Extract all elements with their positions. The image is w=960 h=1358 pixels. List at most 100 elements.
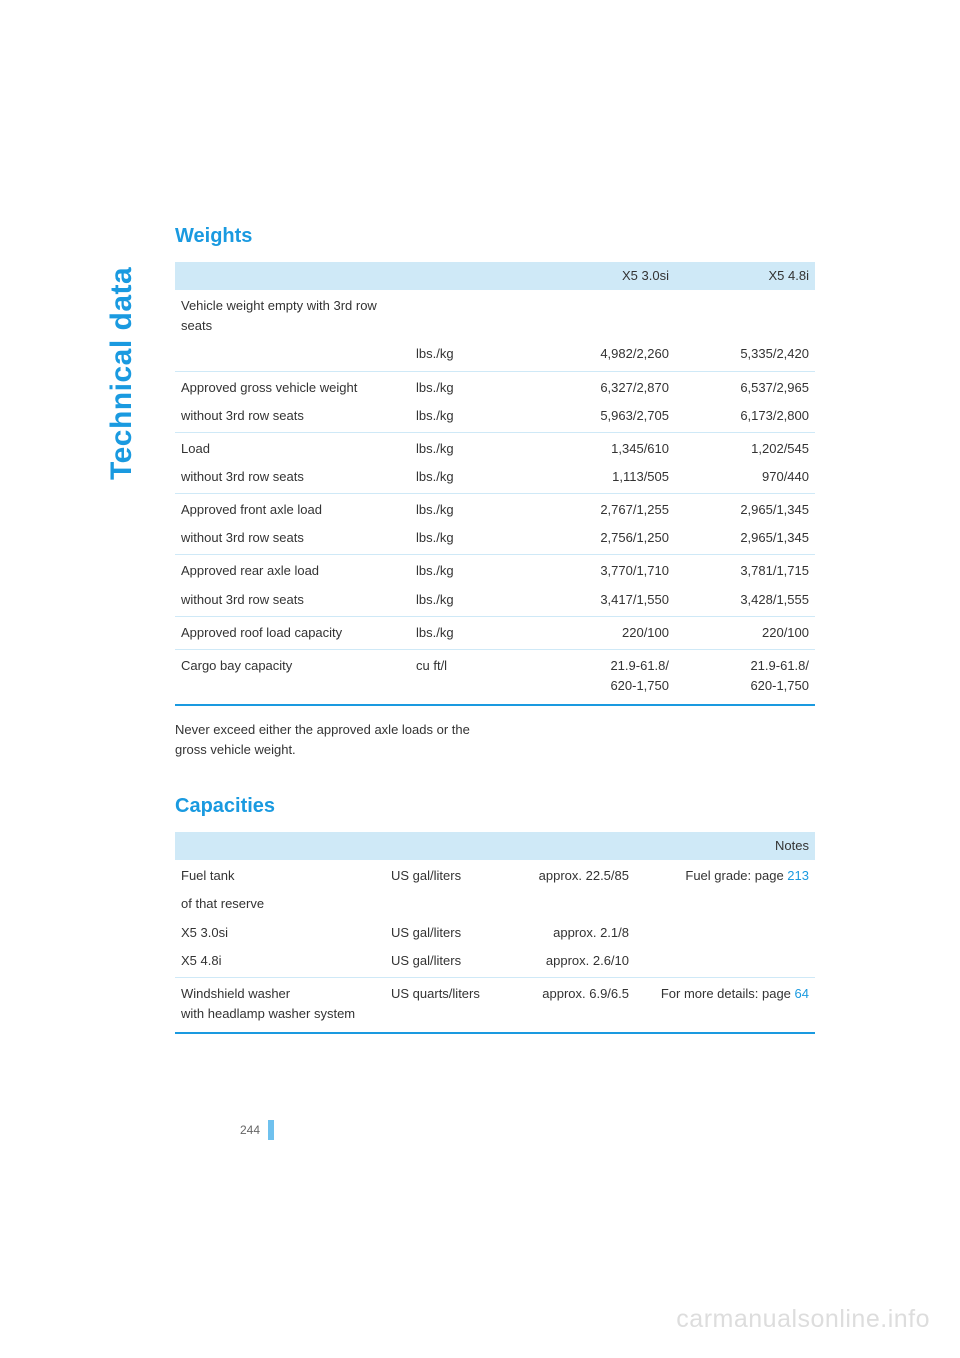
weights-cell-v2 — [675, 290, 815, 340]
weights-cell-v2: 3,781/1,715 — [675, 555, 815, 586]
weights-cell-v2: 3,428/1,555 — [675, 586, 815, 617]
weights-cell-v1: 6,327/2,870 — [525, 371, 675, 402]
table-row: Approved gross vehicle weightlbs./kg6,32… — [175, 371, 815, 402]
weights-cell-label: without 3rd row seats — [175, 586, 410, 617]
weights-cell-unit: lbs./kg — [410, 340, 525, 371]
capacities-cell-note — [635, 947, 815, 978]
table-row: without 3rd row seatslbs./kg1,113/505970… — [175, 463, 815, 494]
weights-cell-v2: 5,335/2,420 — [675, 340, 815, 371]
watermark-text: carmanualsonline.info — [676, 1305, 930, 1334]
capacities-cell-value: approx. 2.1/8 — [505, 919, 635, 947]
table-row: X5 3.0siUS gal/litersapprox. 2.1/8 — [175, 919, 815, 947]
table-row: Approved rear axle loadlbs./kg3,770/1,71… — [175, 555, 815, 586]
capacities-cell-label: of that reserve — [175, 890, 385, 918]
weights-col-blank2 — [410, 262, 525, 290]
capacities-cell-note: For more details: page 64 — [635, 977, 815, 1033]
weights-cell-label: without 3rd row seats — [175, 402, 410, 433]
weights-table: X5 3.0si X5 4.8i Vehicle weight empty wi… — [175, 262, 815, 706]
weights-cell-label: Approved rear axle load — [175, 555, 410, 586]
weights-cell-v1: 2,756/1,250 — [525, 524, 675, 555]
weights-cell-v1: 3,770/1,710 — [525, 555, 675, 586]
capacities-cell-value: approx. 22.5/85 — [505, 860, 635, 890]
weights-cell-unit: lbs./kg — [410, 494, 525, 525]
capacities-col-notes: Notes — [635, 832, 815, 860]
capacities-col-blank3 — [505, 832, 635, 860]
weights-cell-unit: lbs./kg — [410, 524, 525, 555]
capacities-cell-unit: US gal/liters — [385, 947, 505, 978]
weights-cell-unit: lbs./kg — [410, 586, 525, 617]
weights-cell-v2: 2,965/1,345 — [675, 524, 815, 555]
weights-col-blank — [175, 262, 410, 290]
weights-cell-label: without 3rd row seats — [175, 463, 410, 494]
capacities-cell-label: Fuel tank — [175, 860, 385, 890]
weights-cell-unit: lbs./kg — [410, 371, 525, 402]
weights-cell-label: Approved gross vehicle weight — [175, 371, 410, 402]
weights-cell-v1: 21.9-61.8/ 620-1,750 — [525, 649, 675, 705]
weights-cell-unit: lbs./kg — [410, 616, 525, 649]
capacities-cell-note — [635, 890, 815, 918]
page-number: 244 — [240, 1123, 260, 1137]
note-text: For more details: page — [661, 986, 795, 1001]
page-number-block: 244 — [240, 1120, 274, 1140]
weights-cell-v2: 1,202/545 — [675, 432, 815, 463]
weights-cell-v1 — [525, 290, 675, 340]
page-ref-link[interactable]: 64 — [795, 986, 809, 1001]
capacities-cell-unit — [385, 890, 505, 918]
weights-cell-unit: cu ft/l — [410, 649, 525, 705]
capacities-cell-label: Windshield washer with headlamp washer s… — [175, 977, 385, 1033]
table-row: Cargo bay capacitycu ft/l21.9-61.8/ 620-… — [175, 649, 815, 705]
capacities-heading: Capacities — [175, 795, 815, 818]
weights-cell-label: Approved roof load capacity — [175, 616, 410, 649]
weights-cell-v1: 1,113/505 — [525, 463, 675, 494]
table-row: without 3rd row seatslbs./kg2,756/1,2502… — [175, 524, 815, 555]
weights-cell-unit: lbs./kg — [410, 432, 525, 463]
weights-cell-v1: 1,345/610 — [525, 432, 675, 463]
table-row: without 3rd row seatslbs./kg3,417/1,5503… — [175, 586, 815, 617]
table-row: X5 4.8iUS gal/litersapprox. 2.6/10 — [175, 947, 815, 978]
weights-cell-v1: 2,767/1,255 — [525, 494, 675, 525]
capacities-cell-value: approx. 2.6/10 — [505, 947, 635, 978]
page-tick-icon — [268, 1120, 274, 1140]
weights-cell-v2: 2,965/1,345 — [675, 494, 815, 525]
table-row: Approved roof load capacitylbs./kg220/10… — [175, 616, 815, 649]
weights-header-row: X5 3.0si X5 4.8i — [175, 262, 815, 290]
capacities-cell-unit: US gal/liters — [385, 919, 505, 947]
capacities-cell-unit: US gal/liters — [385, 860, 505, 890]
weights-cell-v2: 220/100 — [675, 616, 815, 649]
capacities-cell-label: X5 4.8i — [175, 947, 385, 978]
weights-heading: Weights — [175, 225, 815, 248]
weights-cell-unit: lbs./kg — [410, 402, 525, 433]
weights-cell-label: Approved front axle load — [175, 494, 410, 525]
capacities-cell-note — [635, 919, 815, 947]
table-row: Windshield washer with headlamp washer s… — [175, 977, 815, 1033]
weights-cell-v1: 4,982/2,260 — [525, 340, 675, 371]
weights-cell-v1: 5,963/2,705 — [525, 402, 675, 433]
table-row: Approved front axle loadlbs./kg2,767/1,2… — [175, 494, 815, 525]
page-ref-link[interactable]: 213 — [787, 868, 809, 883]
capacities-cell-unit: US quarts/liters — [385, 977, 505, 1033]
capacities-cell-label: X5 3.0si — [175, 919, 385, 947]
weights-cell-v2: 6,173/2,800 — [675, 402, 815, 433]
weights-col-1: X5 3.0si — [525, 262, 675, 290]
weights-cell-label: without 3rd row seats — [175, 524, 410, 555]
table-row: Fuel tankUS gal/litersapprox. 22.5/85 Fue… — [175, 860, 815, 890]
weights-cell-label: Cargo bay capacity — [175, 649, 410, 705]
capacities-col-blank1 — [175, 832, 385, 860]
table-row: Loadlbs./kg1,345/6101,202/545 — [175, 432, 815, 463]
weights-cell-unit — [410, 290, 525, 340]
weights-col-2: X5 4.8i — [675, 262, 815, 290]
side-section-label: Technical data — [105, 267, 139, 480]
weights-cell-v2: 21.9-61.8/ 620-1,750 — [675, 649, 815, 705]
weights-cell-v2: 970/440 — [675, 463, 815, 494]
weights-cell-v1: 220/100 — [525, 616, 675, 649]
table-row: lbs./kg4,982/2,2605,335/2,420 — [175, 340, 815, 371]
weights-cell-unit: lbs./kg — [410, 463, 525, 494]
table-row: Vehicle weight empty with 3rd row seats — [175, 290, 815, 340]
note-text: Fuel grade: page — [685, 868, 787, 883]
capacities-table: Notes Fuel tankUS gal/litersapprox. 22.5… — [175, 832, 815, 1034]
weights-cell-unit: lbs./kg — [410, 555, 525, 586]
weights-cell-label: Vehicle weight empty with 3rd row seats — [175, 290, 410, 340]
weights-cell-label — [175, 340, 410, 371]
weights-cell-v2: 6,537/2,965 — [675, 371, 815, 402]
weights-cell-v1: 3,417/1,550 — [525, 586, 675, 617]
